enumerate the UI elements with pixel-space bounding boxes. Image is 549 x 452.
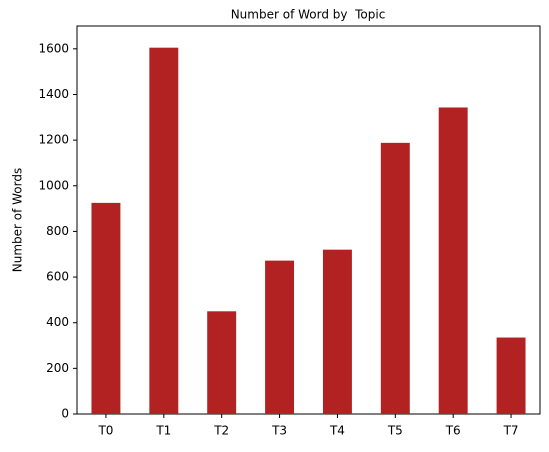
chart-title: Number of Word by Topic: [231, 8, 386, 22]
bar: [149, 47, 179, 415]
bar: [207, 311, 237, 414]
y-tick-label: 1600: [38, 41, 69, 55]
y-tick-label: 1000: [38, 178, 69, 192]
bar: [496, 337, 526, 414]
y-tick-label: 600: [46, 270, 69, 284]
x-tick-label: T5: [387, 424, 403, 438]
y-tick-label: 800: [46, 224, 69, 238]
bar: [91, 202, 121, 414]
y-tick-label: 400: [46, 315, 69, 329]
bar: [438, 107, 468, 414]
y-tick-label: 1400: [38, 87, 69, 101]
y-axis-label: Number of Words: [11, 168, 25, 273]
x-tick-label: T2: [213, 424, 229, 438]
x-tick-label: T3: [271, 424, 287, 438]
x-tick-label: T0: [97, 424, 113, 438]
x-tick-label: T1: [155, 424, 171, 438]
y-tick-label: 0: [61, 407, 69, 421]
bar: [265, 260, 295, 414]
plot-frame: [76, 25, 541, 415]
x-tick-label: T6: [445, 424, 461, 438]
y-tick-label: 1200: [38, 133, 69, 147]
bar: [322, 249, 352, 414]
bar: [380, 142, 410, 414]
y-tick-label: 200: [46, 361, 69, 375]
x-tick-label: T4: [329, 424, 345, 438]
x-tick-label: T7: [503, 424, 519, 438]
